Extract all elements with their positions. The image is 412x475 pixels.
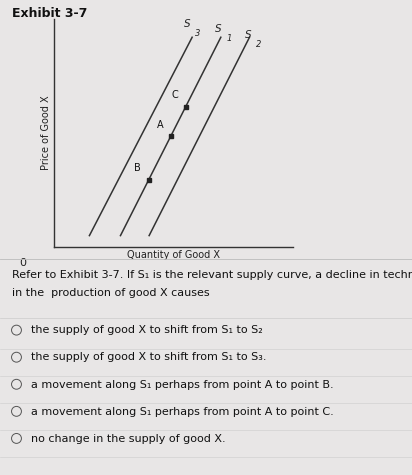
- Text: 2: 2: [256, 39, 262, 48]
- Text: S: S: [184, 19, 190, 29]
- Text: 3: 3: [195, 29, 201, 38]
- Text: 1: 1: [226, 34, 232, 43]
- Text: S: S: [245, 29, 251, 39]
- Text: A: A: [157, 120, 163, 130]
- Text: the supply of good X to shift from S₁ to S₂: the supply of good X to shift from S₁ to…: [31, 325, 262, 335]
- Text: a movement along S₁ perhaps from point A to point B.: a movement along S₁ perhaps from point A…: [31, 380, 334, 390]
- X-axis label: Quantity of Good X: Quantity of Good X: [126, 250, 220, 260]
- Text: no change in the supply of good X.: no change in the supply of good X.: [31, 434, 225, 444]
- Text: a movement along S₁ perhaps from point A to point C.: a movement along S₁ perhaps from point A…: [31, 407, 334, 417]
- Text: Exhibit 3-7: Exhibit 3-7: [12, 7, 88, 20]
- Text: the supply of good X to shift from S₁ to S₃.: the supply of good X to shift from S₁ to…: [31, 352, 267, 362]
- Text: C: C: [171, 90, 178, 100]
- Text: S: S: [215, 24, 222, 34]
- Text: in the  production of good X causes: in the production of good X causes: [12, 288, 210, 298]
- Text: Refer to Exhibit 3-7. If S₁ is the relevant supply curve, a decline in technolog: Refer to Exhibit 3-7. If S₁ is the relev…: [12, 270, 412, 280]
- Y-axis label: Price of Good X: Price of Good X: [41, 95, 51, 171]
- Text: B: B: [134, 163, 141, 173]
- Text: 0: 0: [19, 258, 26, 268]
